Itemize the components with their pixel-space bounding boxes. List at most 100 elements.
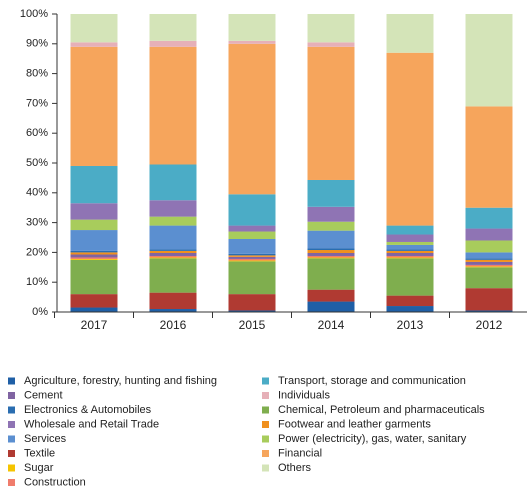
- bar-segment: [70, 203, 118, 220]
- bar-segment: [386, 258, 434, 296]
- x-tick-label: 2013: [397, 318, 424, 332]
- bar-segment: [465, 266, 513, 268]
- bar-segment: [228, 194, 276, 226]
- bar-segment: [149, 200, 197, 217]
- bar-segment: [307, 248, 355, 251]
- bar-segment: [307, 252, 355, 256]
- bar-segment: [386, 255, 434, 258]
- bar-segment: [465, 252, 513, 259]
- legend-swatch: [262, 421, 269, 428]
- bar-segment: [228, 256, 276, 259]
- legend-swatch: [262, 392, 269, 399]
- bar-segment: [465, 240, 513, 253]
- y-tick-label: 0%: [32, 306, 48, 318]
- bar-segment: [70, 42, 118, 47]
- legend-label: Chemical, Petroleum and pharmaceuticals: [278, 404, 485, 416]
- bar-segment: [307, 289, 355, 302]
- bar-segment: [70, 258, 118, 260]
- legend-swatch: [8, 392, 15, 399]
- legend-label: Cement: [24, 389, 63, 401]
- bar-segment: [307, 258, 355, 290]
- bar-segment: [386, 249, 434, 251]
- bar-segment: [465, 207, 513, 229]
- bar-segment: [386, 252, 434, 256]
- bar-segment: [228, 40, 276, 44]
- bar-segment: [228, 253, 276, 256]
- bar-segment: [149, 292, 197, 310]
- bar-segment: [228, 310, 276, 312]
- legend-swatch: [262, 406, 269, 414]
- legend-label: Others: [278, 462, 312, 474]
- bar-segment: [149, 164, 197, 201]
- bar-segment: [465, 261, 513, 265]
- y-tick-label: 90%: [26, 38, 48, 50]
- legend-label: Construction: [24, 476, 86, 488]
- y-tick-label: 100%: [20, 8, 48, 20]
- bar-segment: [228, 14, 276, 41]
- bar-segment: [307, 257, 355, 259]
- legend-swatch: [8, 479, 15, 486]
- legend-swatch: [8, 435, 15, 443]
- bar-segment: [228, 225, 276, 232]
- legend-label: Transport, storage and communication: [278, 375, 466, 387]
- bar-segment: [70, 254, 118, 258]
- x-tick-label: 2017: [81, 318, 108, 332]
- bar-segment: [70, 165, 118, 204]
- bar-segment: [307, 250, 355, 253]
- bar-segment: [149, 216, 197, 226]
- bar-segment: [70, 230, 118, 251]
- bar-segment: [149, 14, 197, 41]
- bar-segment: [386, 241, 434, 245]
- bar-segment: [228, 258, 276, 261]
- bar-segment: [307, 14, 355, 43]
- legend-swatch: [8, 406, 15, 414]
- bar-segment: [228, 238, 276, 254]
- bar-segment: [386, 306, 434, 312]
- legend-swatch: [262, 464, 269, 472]
- bar-segment: [228, 43, 276, 195]
- bar-segment: [228, 231, 276, 239]
- bar-segment: [228, 261, 276, 295]
- legend-swatch: [8, 464, 15, 472]
- legend-label: Services: [24, 433, 67, 445]
- bar-segment: [307, 46, 355, 180]
- legend-swatch: [8, 377, 15, 385]
- legend-swatch: [262, 450, 269, 457]
- bar-segment: [149, 250, 197, 253]
- legend-swatch: [8, 421, 15, 428]
- bar-segment: [307, 255, 355, 258]
- bar-segment: [307, 206, 355, 222]
- legend-swatch: [8, 450, 15, 457]
- bar-segment: [386, 14, 434, 53]
- bar-segment: [465, 259, 513, 262]
- bar-segment: [149, 46, 197, 165]
- bar-segment: [386, 250, 434, 253]
- bar-segment: [307, 42, 355, 47]
- legend-swatch: [262, 435, 269, 443]
- legend-label: Textile: [24, 447, 55, 459]
- y-tick-label: 80%: [26, 68, 48, 80]
- bar-segment: [307, 179, 355, 207]
- legend-label: Financial: [278, 447, 322, 459]
- bar-segment: [149, 252, 197, 256]
- bar-segment: [228, 294, 276, 311]
- bar-segment: [70, 307, 118, 312]
- bar-segment: [465, 288, 513, 311]
- bar-segment: [386, 257, 434, 259]
- legend-label: Footwear and leather garments: [278, 418, 431, 430]
- bar-segment: [70, 294, 118, 308]
- legend-label: Individuals: [278, 389, 330, 401]
- bar-segment: [70, 219, 118, 231]
- bar-segment: [386, 234, 434, 242]
- bar-segment: [70, 259, 118, 295]
- bar-segment: [465, 267, 513, 289]
- bar-segment: [70, 250, 118, 253]
- y-tick-label: 20%: [26, 246, 48, 258]
- bar-segment: [228, 260, 276, 262]
- bar-segment: [149, 257, 197, 259]
- legend-swatch: [262, 377, 269, 385]
- bar-segment: [70, 257, 118, 259]
- bar-segment: [307, 221, 355, 231]
- y-tick-label: 70%: [26, 97, 48, 109]
